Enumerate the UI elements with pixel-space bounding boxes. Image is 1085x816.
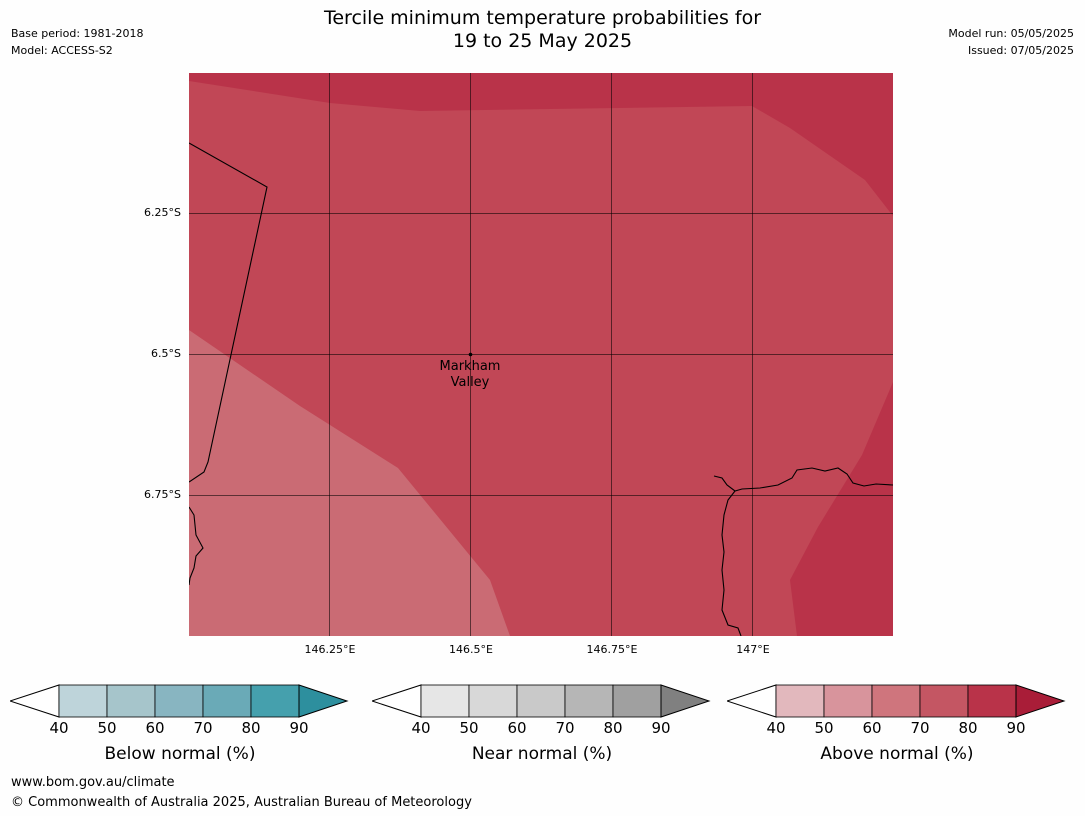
lat-label-6-25s: 6.25°S: [144, 206, 181, 219]
legend-tick: 60: [145, 719, 165, 737]
footer-copyright: © Commonwealth of Australia 2025, Austra…: [11, 795, 472, 810]
header-metadata-left: Base period: 1981-2018 Model: ACCESS-S2: [11, 25, 143, 59]
legend-tick: 80: [241, 719, 261, 737]
colorbar-near-normal: [372, 684, 711, 718]
legend-caption-below-normal: Below normal (%): [104, 744, 256, 764]
coastline-and-borders: [189, 142, 893, 636]
legend-tick: 80: [958, 719, 978, 737]
legend-tick: 90: [1006, 719, 1026, 737]
probability-map: [189, 73, 893, 636]
lon-label-146-5e: 146.5°E: [449, 643, 493, 656]
legend-above-normal: 40 50 60 70 80 90 Above normal (%): [727, 684, 1067, 764]
legend-tick: 40: [49, 719, 69, 737]
legend-tick: 70: [555, 719, 575, 737]
legend-tick: 40: [411, 719, 431, 737]
legend-tick: 40: [766, 719, 786, 737]
legend-tick: 50: [97, 719, 117, 737]
legend-tick: 50: [459, 719, 479, 737]
legend-tick: 70: [910, 719, 930, 737]
title-line-1: Tercile minimum temperature probabilitie…: [323, 7, 762, 29]
legend-tick: 80: [603, 719, 623, 737]
model-text: Model: ACCESS-S2: [11, 44, 113, 57]
legend-tick: 50: [814, 719, 834, 737]
footer-website: www.bom.gov.au/climate: [11, 775, 175, 790]
place-name-line-2: Valley: [450, 375, 490, 390]
lat-label-6-5s: 6.5°S: [151, 347, 181, 360]
legend-caption-above-normal: Above normal (%): [820, 744, 974, 764]
colorbar-below-normal: [10, 684, 349, 718]
lon-label-146-75e: 146.75°E: [586, 643, 638, 656]
legend-tick: 90: [289, 719, 309, 737]
lon-label-147e: 147°E: [736, 643, 770, 656]
legend-near-normal: 40 50 60 70 80 90 Near normal (%): [372, 684, 712, 764]
legend-tick: 60: [507, 719, 527, 737]
legend-below-normal: 40 50 60 70 80 90 Below normal (%): [10, 684, 350, 764]
model-run-text: Model run: 05/05/2025: [948, 27, 1074, 40]
lon-label-146-25e: 146.25°E: [304, 643, 356, 656]
title-line-2: 19 to 25 May 2025: [452, 30, 633, 52]
base-period-text: Base period: 1981-2018: [11, 27, 144, 40]
place-label-markham-valley: Markham Valley: [420, 359, 520, 391]
graticule: [189, 73, 893, 636]
header-metadata-right: Model run: 05/05/2025 Issued: 07/05/2025: [948, 25, 1074, 59]
place-name-line-1: Markham: [439, 359, 501, 374]
legend-tick: 90: [651, 719, 671, 737]
legend-tick: 70: [193, 719, 213, 737]
colorbar-above-normal: [727, 684, 1066, 718]
probability-region-60-70: [189, 330, 510, 636]
markham-valley-marker: [468, 352, 473, 357]
lat-label-6-75s: 6.75°S: [144, 488, 181, 501]
map-title: Tercile minimum temperature probabilitie…: [0, 7, 1085, 53]
legend-tick: 60: [862, 719, 882, 737]
issued-text: Issued: 07/05/2025: [967, 44, 1074, 57]
legend-caption-near-normal: Near normal (%): [471, 744, 613, 764]
